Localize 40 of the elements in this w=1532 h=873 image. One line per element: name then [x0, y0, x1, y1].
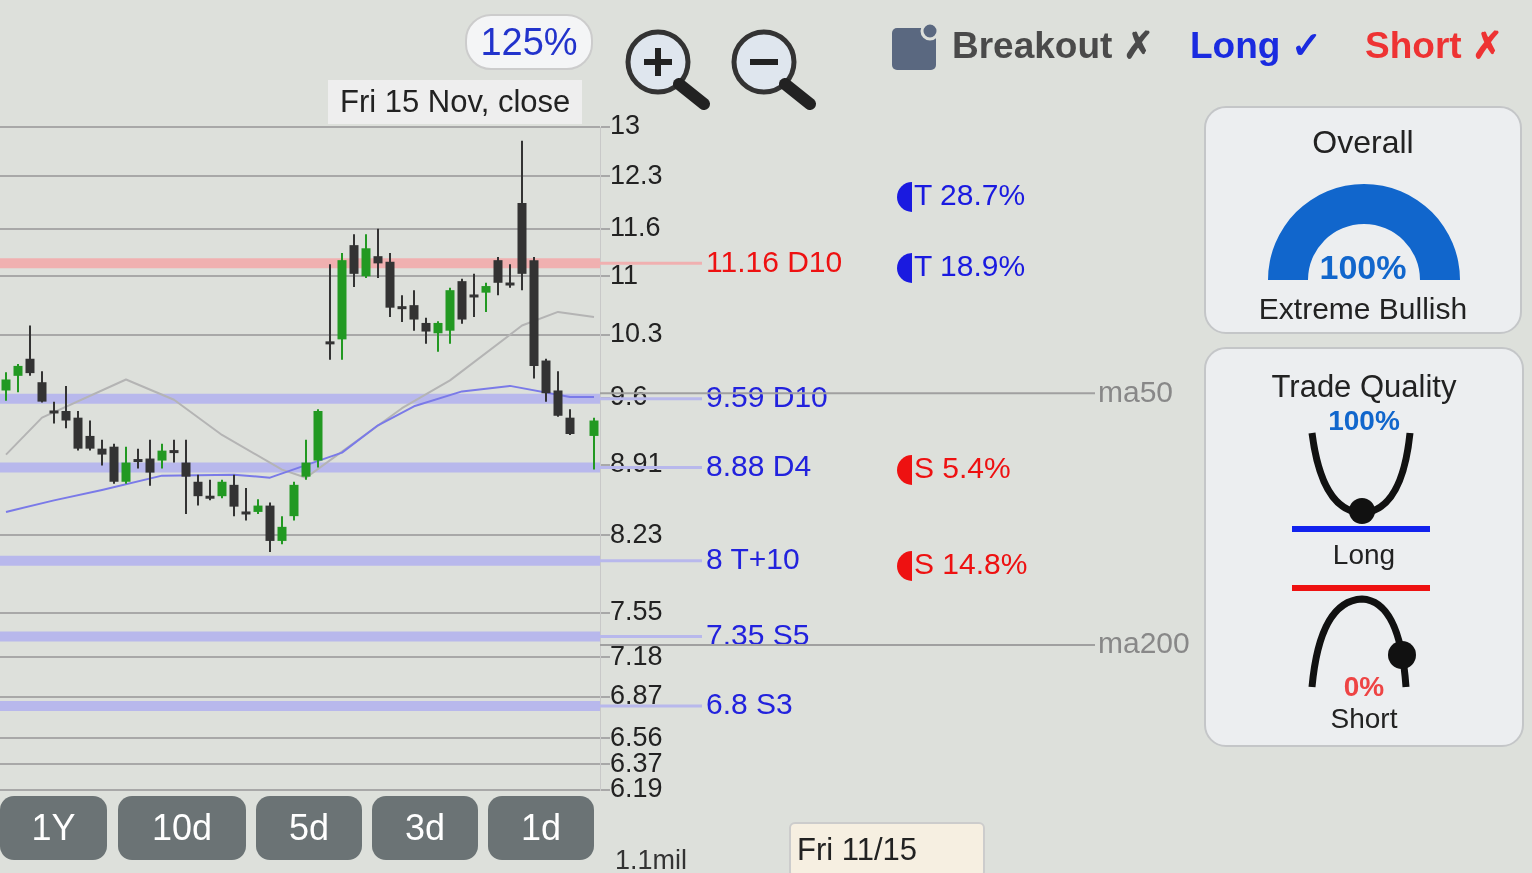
text: 1d	[488, 796, 594, 860]
y-tick-label: 12.3	[610, 159, 663, 190]
ref-line-label: 9.59 D10	[706, 380, 828, 414]
text: Trade Quality	[1270, 369, 1458, 405]
text: 3d	[372, 796, 478, 860]
text: 125%	[465, 14, 593, 70]
text: T 18.9%	[914, 249, 1026, 283]
ref-line-label: 8 T+10	[706, 542, 800, 576]
y-tick-label: 7.18	[610, 640, 663, 671]
ref-line-label: 6.8 S3	[706, 687, 793, 721]
ref-line-label: 8.88 D4	[706, 448, 812, 482]
text: Short	[1329, 703, 1399, 735]
y-tick-label: 8.23	[610, 518, 663, 549]
text: 100%	[1318, 248, 1408, 287]
text: Long	[1331, 539, 1397, 571]
text: Overall	[1311, 124, 1415, 161]
text: Fri 11/15	[789, 822, 985, 873]
text: S 5.4%	[914, 451, 1011, 485]
text: Extreme Bullish	[1257, 292, 1469, 326]
y-tick-label: 13	[610, 110, 641, 141]
y-tick-label: 11.6	[610, 212, 661, 243]
text: 5d	[256, 796, 362, 860]
text: 10d	[118, 796, 246, 860]
text: 1Y	[0, 796, 107, 860]
text: 1.1mil	[615, 845, 688, 873]
text: T 28.7%	[914, 178, 1026, 212]
text: S 14.8%	[914, 547, 1028, 581]
ref-line-label: 11.16 D10	[706, 244, 843, 278]
ref-line-label: ma200	[1098, 626, 1190, 660]
text: Long ✓	[1190, 24, 1322, 67]
ref-line-label: ma50	[1098, 374, 1174, 408]
y-tick-label: 11	[610, 259, 639, 290]
text: Breakout ✗	[952, 24, 1154, 67]
y-tick-label: 7.55	[610, 595, 663, 626]
y-tick-label: 10.3	[610, 318, 663, 349]
y-tick-label: 6.87	[610, 680, 663, 711]
text: 0%	[1342, 671, 1386, 703]
text: Fri 15 Nov, close	[328, 80, 583, 124]
text: Short ✗	[1365, 24, 1503, 67]
text: 100%	[1327, 405, 1401, 437]
